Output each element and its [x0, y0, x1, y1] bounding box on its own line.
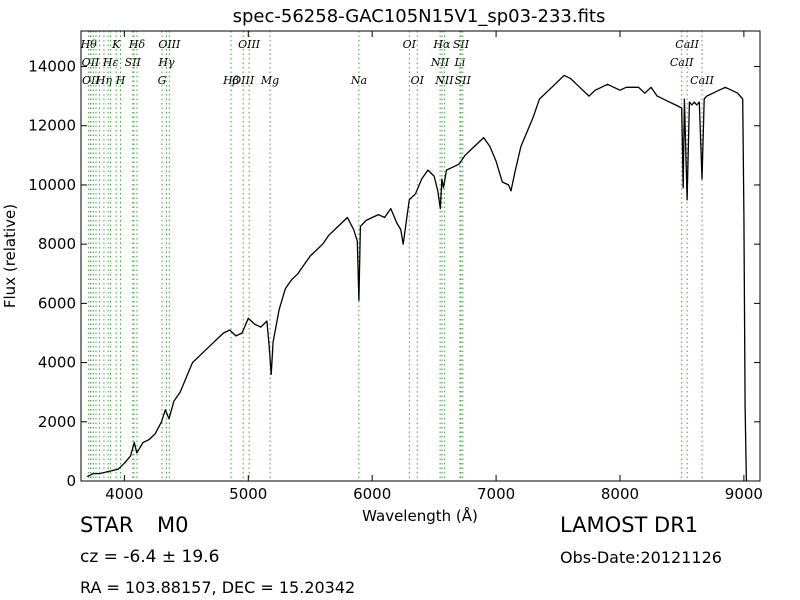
redshift: cz = -6.4 ± 19.6 [80, 547, 220, 567]
coordinates: RA = 103.88157, DEC = 15.20342 [80, 578, 356, 597]
line-marker-label: SII [453, 38, 470, 51]
line-marker-label: CaII [675, 38, 699, 51]
y-tick-label: 12000 [28, 117, 76, 135]
y-tick-label: 0 [66, 472, 76, 490]
series-layer [86, 74, 748, 482]
line-marker-label: Hε [102, 56, 119, 69]
tick-layer: 4000 5000 6000 7000 8000 9000 0 2000 4000 6000 800… [28, 31, 763, 503]
plot-frame [80, 30, 761, 482]
object-class: STAR [80, 513, 134, 537]
line-marker-label: OI [403, 38, 417, 51]
x-tick-label: 6000 [353, 485, 391, 503]
line-marker-label: OI [411, 74, 425, 87]
line-marker-label: OIII [158, 38, 181, 51]
line-marker-label: OIII [232, 74, 255, 87]
y-tick-label: 4000 [38, 354, 76, 372]
line-marker-label: K [111, 38, 121, 51]
line-marker-label: SII [125, 56, 142, 69]
line-marker-label: Hγ [157, 56, 175, 69]
x-tick-label: 5000 [229, 485, 267, 503]
y-axis-label: Flux (relative) [1, 204, 19, 308]
line-marker-label: NII [430, 56, 450, 69]
line-marker-label: Hθ [80, 38, 98, 51]
flux-series-line [86, 74, 748, 482]
line-marker-label: CaII [690, 74, 714, 87]
observation-date: Obs-Date:20121126 [560, 548, 722, 567]
line-marker-label: CaII [670, 56, 694, 69]
line-marker-label: Li [453, 56, 465, 69]
x-tick-label: 8000 [601, 485, 639, 503]
y-tick-label: 6000 [38, 294, 76, 312]
subclass: M0 [157, 513, 189, 537]
y-tick-label: 8000 [38, 235, 76, 253]
x-tick-label: 7000 [477, 485, 515, 503]
x-axis-label: Wavelength (Å) [362, 506, 478, 525]
line-marker-label: G [158, 74, 167, 87]
line-marker-label: Hβ [222, 74, 239, 87]
line-marker-label: OIII [238, 38, 261, 51]
x-tick-label: 9000 [725, 485, 763, 503]
x-tick-label: 4000 [105, 485, 143, 503]
line-marker-label: Hδ [128, 38, 146, 51]
chart-title: spec-56258-GAC105N15V1_sp03-233.fits [233, 6, 606, 27]
line-marker-label: Na [350, 74, 367, 87]
line-marker-label: Hη [95, 74, 113, 87]
line-marker-label: NII [434, 74, 454, 87]
y-tick-label: 10000 [28, 176, 76, 194]
line-marker-label: Hα [432, 38, 451, 51]
line-marker-label: Mg [260, 74, 279, 87]
emission-line-markers: HθOIIOIIHηHεKHSIIHδGHγOIIIHβOIIIOIIIMgNa… [80, 31, 714, 481]
line-marker-label: SII [455, 74, 472, 87]
y-tick-label: 2000 [38, 413, 76, 431]
survey-name: LAMOST DR1 [560, 513, 699, 537]
y-tick-label: 14000 [28, 58, 76, 76]
line-marker-label: H [115, 74, 126, 87]
